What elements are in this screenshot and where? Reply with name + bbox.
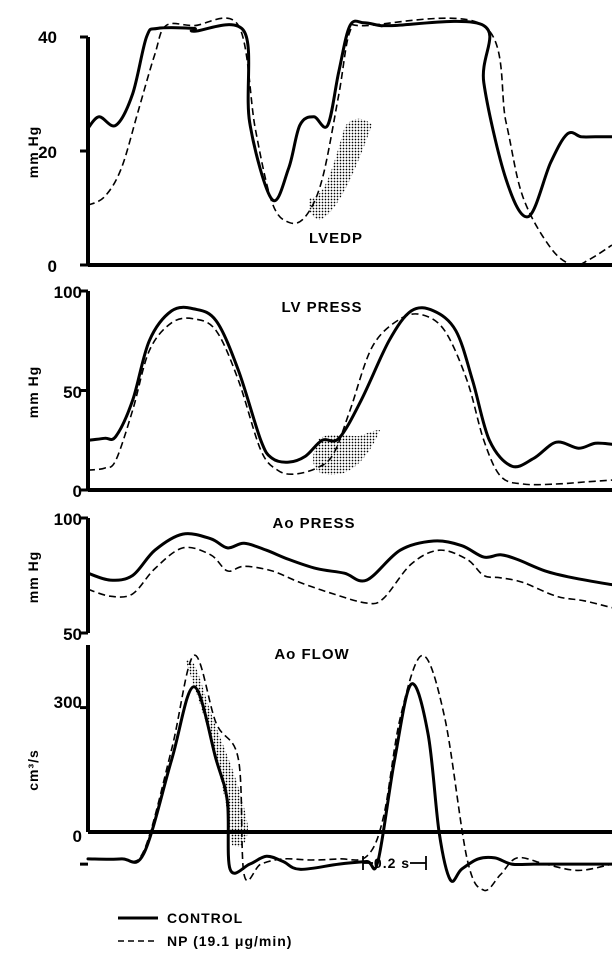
- np-trace: [87, 17, 612, 267]
- np-trace: [87, 546, 612, 609]
- panel-title: Ao FLOW: [274, 646, 349, 663]
- panel-title: LV PRESS: [281, 299, 362, 316]
- y-tick-label: 100: [54, 283, 82, 302]
- control-trace: [86, 682, 612, 883]
- control-trace: [86, 19, 612, 219]
- panel-ao-flow: 300 0 cm³/s Ao FLOW: [25, 645, 612, 892]
- y-tick-label: 100: [54, 510, 82, 529]
- panel-title: LVEDP: [309, 230, 363, 247]
- control-trace: [86, 532, 612, 587]
- time-scale-bar: 0.2 s: [362, 855, 427, 871]
- shaded-difference-area: [313, 430, 380, 475]
- np-trace: [87, 654, 612, 892]
- y-tick-label: 40: [38, 28, 57, 47]
- y-tick-label: 0: [48, 257, 57, 276]
- panel-lv-press: 100 50 0 mm Hg LV PRESS: [25, 283, 612, 501]
- scale-bar-label: 0.2 s: [374, 855, 410, 871]
- panel-lvedp: 40 20 0 mm Hg LVEDP: [25, 17, 612, 276]
- y-axis-label: mm Hg: [25, 366, 41, 418]
- y-axis-label: cm³/s: [25, 749, 41, 791]
- y-tick-label: 50: [63, 625, 82, 644]
- legend-label: NP (19.1 μg/min): [167, 933, 292, 949]
- y-tick-label: 50: [63, 383, 82, 402]
- control-trace: [86, 305, 612, 469]
- y-tick-label: 300: [54, 693, 82, 712]
- legend-label: CONTROL: [167, 910, 243, 926]
- y-axis-label: mm Hg: [25, 551, 41, 603]
- y-tick-label: 20: [38, 143, 57, 162]
- legend: CONTROL NP (19.1 μg/min): [118, 910, 292, 949]
- panel-ao-press: 100 50 mm Hg Ao PRESS: [25, 510, 612, 644]
- shaded-difference-area: [308, 118, 372, 220]
- panel-title: Ao PRESS: [272, 515, 355, 532]
- y-tick-label: 0: [73, 827, 82, 846]
- y-axis-label: mm Hg: [25, 126, 41, 178]
- y-tick-label: 0: [73, 482, 82, 501]
- np-trace: [87, 313, 612, 486]
